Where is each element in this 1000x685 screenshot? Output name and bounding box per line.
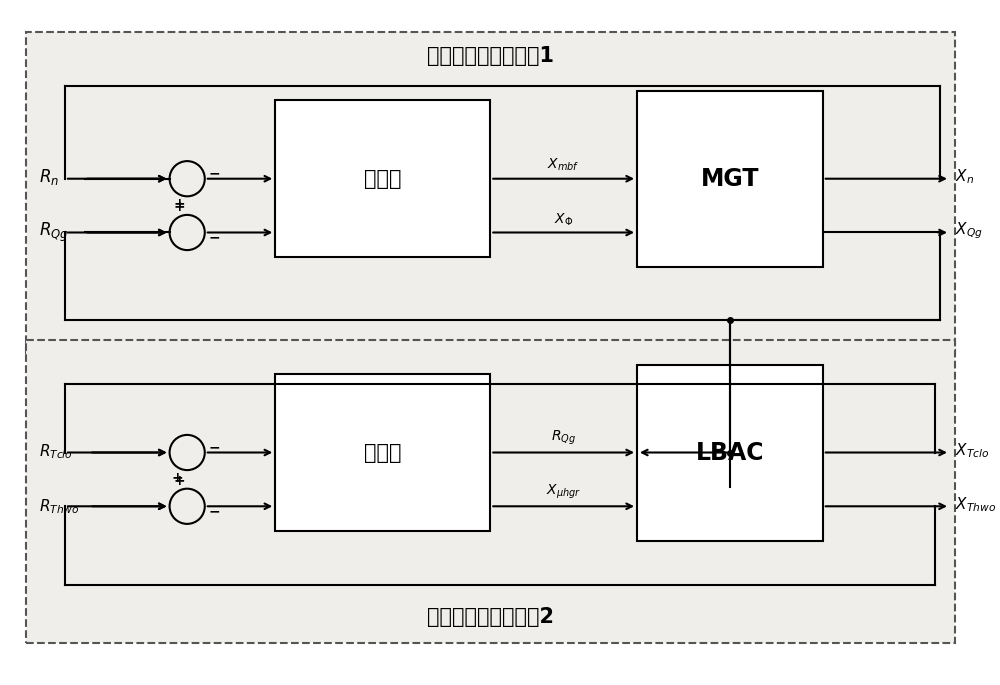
- Text: $X_{\Phi}$: $X_{\Phi}$: [554, 211, 573, 227]
- Text: 溴化锂制冷机子系统2: 溴化锂制冷机子系统2: [427, 607, 554, 627]
- FancyBboxPatch shape: [26, 32, 955, 355]
- Text: $R_{Qg}$: $R_{Qg}$: [551, 428, 576, 447]
- FancyBboxPatch shape: [275, 374, 490, 531]
- FancyBboxPatch shape: [26, 340, 955, 643]
- Text: −: −: [209, 230, 220, 245]
- Text: 微型燃气轮机子系统1: 微型燃气轮机子系统1: [427, 47, 554, 66]
- Text: −: −: [209, 167, 220, 181]
- Text: $R_{Thwo}$: $R_{Thwo}$: [39, 497, 79, 516]
- Text: $R_{Qg}$: $R_{Qg}$: [39, 221, 68, 244]
- Text: $X_{Tclo}$: $X_{Tclo}$: [955, 441, 989, 460]
- FancyBboxPatch shape: [637, 90, 823, 266]
- Text: $X_{\mu hgr}$: $X_{\mu hgr}$: [546, 483, 581, 501]
- Text: $R_{Tclo}$: $R_{Tclo}$: [39, 443, 73, 461]
- Text: $X_n$: $X_n$: [955, 167, 974, 186]
- FancyBboxPatch shape: [637, 364, 823, 540]
- Text: $X_{mbf}$: $X_{mbf}$: [547, 156, 580, 173]
- Text: 控制器: 控制器: [364, 169, 401, 188]
- Text: +: +: [174, 200, 185, 214]
- Text: +: +: [172, 471, 183, 485]
- Text: LBAC: LBAC: [696, 440, 764, 464]
- Text: +: +: [174, 474, 185, 488]
- FancyBboxPatch shape: [275, 101, 490, 257]
- Text: +: +: [174, 197, 185, 211]
- Text: $R_n$: $R_n$: [39, 166, 59, 187]
- Text: −: −: [209, 440, 220, 455]
- Text: 控制器: 控制器: [364, 443, 401, 462]
- Text: $X_{Qg}$: $X_{Qg}$: [955, 221, 983, 241]
- Text: $X_{Thwo}$: $X_{Thwo}$: [955, 495, 996, 514]
- Text: −: −: [209, 504, 220, 518]
- Text: MGT: MGT: [701, 166, 759, 190]
